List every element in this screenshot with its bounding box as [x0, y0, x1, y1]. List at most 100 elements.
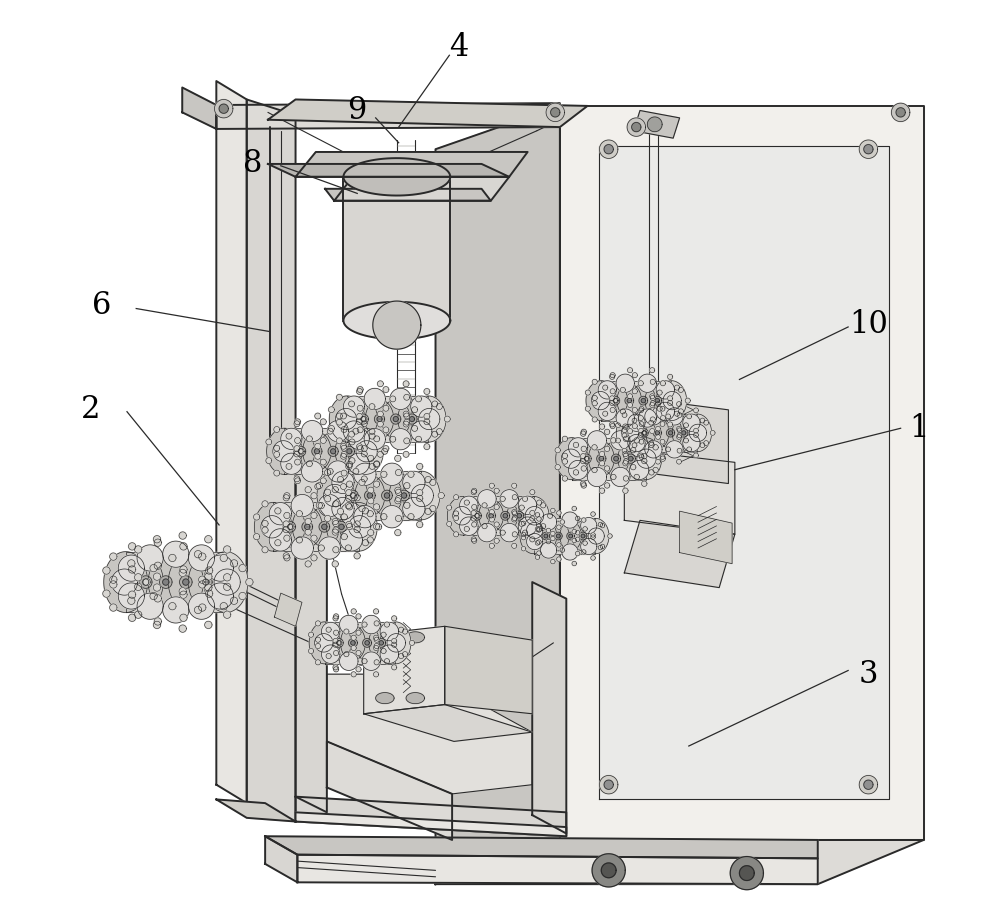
Polygon shape — [581, 550, 586, 554]
Polygon shape — [551, 536, 555, 541]
Polygon shape — [291, 537, 313, 559]
Polygon shape — [645, 408, 662, 426]
Polygon shape — [341, 451, 347, 458]
Polygon shape — [465, 499, 489, 532]
Polygon shape — [348, 428, 369, 449]
Polygon shape — [326, 625, 351, 660]
Polygon shape — [239, 565, 246, 572]
Polygon shape — [657, 406, 662, 412]
Polygon shape — [659, 417, 682, 449]
Polygon shape — [214, 99, 233, 118]
Polygon shape — [530, 490, 535, 495]
Polygon shape — [404, 502, 410, 508]
Polygon shape — [472, 505, 477, 509]
Polygon shape — [205, 590, 213, 598]
Polygon shape — [631, 464, 636, 470]
Polygon shape — [364, 626, 445, 714]
Polygon shape — [180, 576, 192, 589]
Polygon shape — [623, 488, 628, 494]
Polygon shape — [334, 638, 343, 647]
Polygon shape — [362, 615, 380, 634]
Polygon shape — [309, 622, 340, 664]
Polygon shape — [294, 446, 300, 451]
Polygon shape — [374, 460, 380, 467]
Polygon shape — [340, 503, 362, 525]
Polygon shape — [128, 556, 163, 608]
Polygon shape — [346, 495, 352, 501]
Polygon shape — [306, 460, 312, 467]
Polygon shape — [265, 836, 818, 858]
Polygon shape — [489, 484, 494, 488]
Polygon shape — [381, 514, 387, 519]
Polygon shape — [390, 428, 411, 449]
Polygon shape — [620, 388, 625, 392]
Polygon shape — [344, 629, 349, 635]
Polygon shape — [288, 524, 294, 530]
Polygon shape — [412, 407, 418, 413]
Polygon shape — [334, 613, 339, 619]
Polygon shape — [646, 417, 669, 449]
Polygon shape — [614, 457, 618, 460]
Polygon shape — [404, 483, 410, 489]
Polygon shape — [382, 490, 392, 501]
Polygon shape — [341, 470, 347, 476]
Polygon shape — [314, 449, 319, 454]
Polygon shape — [283, 521, 289, 527]
Polygon shape — [660, 455, 665, 460]
Polygon shape — [611, 437, 616, 443]
Polygon shape — [355, 625, 379, 660]
Polygon shape — [168, 556, 203, 608]
Polygon shape — [110, 581, 117, 589]
Polygon shape — [361, 476, 367, 482]
Polygon shape — [410, 396, 446, 442]
Polygon shape — [425, 476, 431, 483]
Polygon shape — [417, 495, 423, 501]
Polygon shape — [365, 400, 394, 438]
Polygon shape — [268, 164, 509, 177]
Polygon shape — [642, 481, 647, 486]
Polygon shape — [622, 428, 627, 433]
Polygon shape — [357, 389, 363, 394]
Polygon shape — [521, 546, 526, 551]
Polygon shape — [207, 583, 233, 609]
Polygon shape — [616, 438, 620, 443]
Polygon shape — [169, 602, 176, 610]
Polygon shape — [632, 373, 637, 378]
Polygon shape — [345, 545, 351, 551]
Polygon shape — [305, 519, 311, 525]
Polygon shape — [305, 529, 311, 535]
Polygon shape — [340, 652, 358, 670]
Polygon shape — [546, 540, 551, 543]
Polygon shape — [268, 99, 587, 127]
Polygon shape — [625, 396, 634, 405]
Polygon shape — [591, 391, 610, 410]
Polygon shape — [356, 440, 377, 462]
Polygon shape — [163, 579, 169, 585]
Polygon shape — [650, 402, 655, 407]
Polygon shape — [395, 516, 402, 521]
Polygon shape — [548, 513, 553, 519]
Polygon shape — [332, 529, 338, 535]
Polygon shape — [325, 470, 331, 475]
Polygon shape — [622, 449, 627, 453]
Polygon shape — [219, 104, 228, 113]
Polygon shape — [583, 541, 587, 545]
Polygon shape — [325, 516, 331, 521]
Polygon shape — [520, 519, 547, 554]
Polygon shape — [656, 380, 674, 399]
Polygon shape — [254, 503, 292, 551]
Polygon shape — [599, 457, 604, 460]
Polygon shape — [603, 384, 628, 417]
Polygon shape — [404, 413, 410, 419]
Polygon shape — [628, 414, 645, 431]
Polygon shape — [603, 441, 629, 476]
Polygon shape — [518, 517, 537, 535]
Polygon shape — [381, 648, 386, 654]
Polygon shape — [677, 426, 681, 431]
Polygon shape — [369, 463, 375, 470]
Polygon shape — [555, 448, 560, 453]
Polygon shape — [298, 449, 304, 454]
Polygon shape — [419, 408, 440, 430]
Polygon shape — [482, 524, 487, 529]
Polygon shape — [361, 416, 366, 422]
